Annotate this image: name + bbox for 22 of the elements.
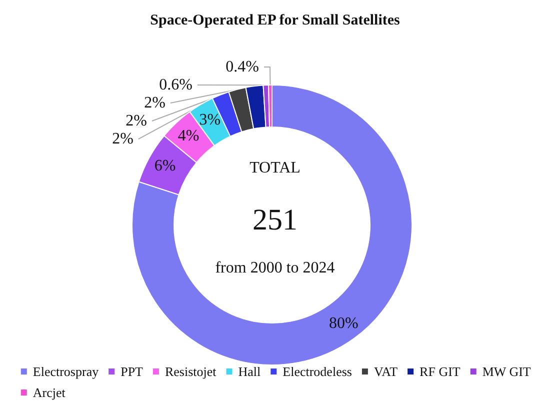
text: 251 [252, 204, 298, 236]
data-label: 0.6% [159, 76, 192, 94]
text: TOTAL [250, 160, 300, 176]
chart-title: Space-Operated EP for Small Satellites [150, 12, 400, 28]
legend-label: VAT [374, 364, 398, 379]
data-label: 3% [199, 111, 221, 128]
legend-label: Resistojet [164, 364, 217, 379]
data-label: 0.4% [226, 58, 260, 76]
legend-label: MW GIT [482, 364, 531, 379]
data-label: 4% [178, 128, 200, 145]
legend-label: Arcjet [32, 385, 66, 400]
data-label: 2% [144, 94, 166, 112]
legend-label: PPT [120, 364, 144, 379]
legend-label: Electrospray [32, 364, 100, 379]
data-label: 2% [126, 112, 147, 130]
data-label: 80% [329, 315, 358, 332]
text: from 2000 to 2024 [215, 260, 335, 276]
legend-label: RF GIT [420, 364, 460, 379]
data-label: 6% [154, 158, 176, 175]
legend-label: Electrodeless [282, 364, 352, 379]
data-label: 2% [112, 130, 134, 148]
legend-label: Hall [238, 364, 262, 379]
